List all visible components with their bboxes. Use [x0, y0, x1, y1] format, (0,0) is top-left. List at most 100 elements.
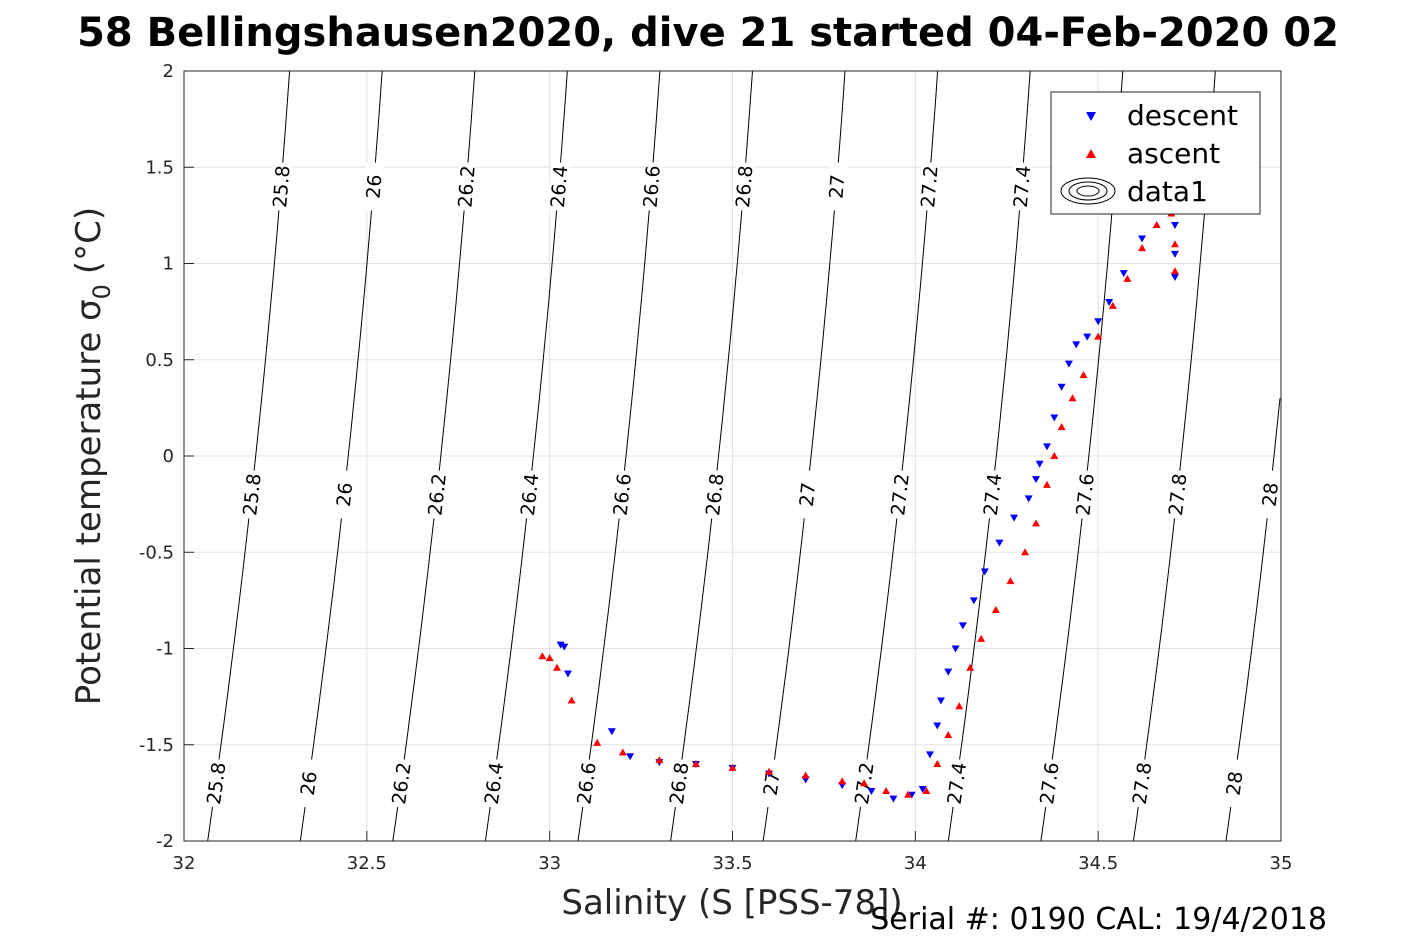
ascent-point	[1094, 332, 1103, 340]
contour-label-bg	[795, 469, 819, 520]
contour-label-bg	[1221, 758, 1247, 809]
ascent-point	[1152, 221, 1161, 228]
descent-point	[1138, 235, 1147, 243]
legend-descent-label: descent	[1127, 99, 1238, 132]
contour-label-bg	[1129, 758, 1154, 809]
contour-label-bg	[239, 469, 264, 520]
x-tick-label: 33	[538, 853, 561, 874]
descent-point	[1010, 514, 1019, 522]
descent-point	[563, 670, 572, 678]
ascent-point	[1006, 577, 1015, 585]
ascent-point	[1050, 452, 1059, 459]
y-tick-label: -1.5	[139, 735, 174, 756]
contour-label: 26.6	[640, 165, 665, 209]
density-contours: 25.825.825.826262626.226.226.226.426.426…	[203, 70, 1284, 842]
descent-point	[1083, 333, 1092, 341]
ascent-point	[1068, 394, 1077, 402]
ascent-point	[567, 696, 576, 704]
descent-point	[1050, 414, 1059, 422]
ascent-point	[691, 760, 700, 767]
descent-point	[936, 697, 945, 705]
y-tick-label: -1	[156, 639, 174, 660]
contour-label-bg	[732, 161, 755, 212]
ascent-point	[1021, 548, 1030, 556]
y-tick-label: 1.5	[145, 157, 174, 178]
contour-label: 27.2	[917, 165, 942, 209]
descent-point	[626, 753, 635, 761]
ascent-point	[922, 786, 931, 794]
descent-point	[1170, 222, 1179, 229]
ascent-point	[1057, 423, 1066, 431]
contour-label: 26.8	[702, 472, 728, 516]
ascent-point	[618, 748, 627, 756]
y-tick-label: 0.5	[145, 350, 174, 371]
contour-label: 25.8	[239, 472, 265, 516]
descent-point	[918, 786, 927, 794]
y-axis-label-unit: (°C)	[69, 207, 109, 274]
descent-point	[1094, 318, 1103, 326]
contour-label: 27.4	[980, 472, 1006, 516]
contour-label: 28	[1259, 481, 1284, 507]
x-tick-label: 34	[904, 853, 927, 874]
contour-label-bg	[610, 469, 634, 520]
descent-point	[980, 568, 989, 576]
contour-label-bg	[547, 161, 570, 212]
ascent-point	[1123, 274, 1132, 282]
x-axis-label: Salinity (S [PSS-78])	[561, 883, 902, 923]
data-points	[538, 206, 1179, 803]
contour-label: 26	[297, 770, 322, 797]
x-tick-label: 33.5	[712, 853, 752, 874]
descent-point	[889, 795, 898, 803]
ascent-point	[1079, 371, 1088, 379]
ascent-point	[655, 756, 664, 764]
descent-point	[951, 645, 960, 653]
contour-label-bg	[1258, 469, 1282, 520]
descent-point	[1032, 476, 1041, 484]
descent-point	[1057, 383, 1066, 391]
contour-label: 26.2	[424, 472, 450, 516]
contour-label-bg	[388, 758, 414, 809]
contour-label-bg	[944, 758, 969, 809]
ascent-point	[882, 786, 891, 794]
contour-label-bg	[1010, 161, 1033, 212]
ascent-point	[933, 760, 942, 767]
descent-point	[1064, 360, 1073, 368]
descent-point	[607, 728, 616, 736]
descent-point	[1035, 460, 1044, 468]
contour-label: 28	[1223, 770, 1248, 797]
descent-point	[1105, 299, 1114, 306]
descent-point	[867, 787, 876, 795]
descent-point	[969, 597, 978, 605]
contour-label-bg	[269, 161, 292, 212]
descent-point	[1072, 341, 1081, 349]
contour-label: 27	[796, 481, 821, 507]
x-axis-ticks: 32 32.5 33 33.5 34 34.5 35	[173, 831, 1292, 874]
ascent-point	[1032, 519, 1041, 527]
contour-label-bg	[666, 758, 691, 809]
contour-label-bg	[517, 469, 541, 520]
contour-label-bg	[332, 469, 356, 520]
y-axis-label-sub: 0	[88, 284, 116, 299]
contour-label-bg	[980, 469, 1004, 520]
serial-cal-footer: Serial #: 0190 CAL: 19/4/2018	[870, 902, 1327, 937]
y-tick-label: 0	[163, 446, 174, 467]
ascent-point	[593, 738, 602, 746]
contour-label-bg	[825, 161, 848, 212]
contour-label-bg	[918, 161, 940, 212]
contour-label: 27.8	[1165, 472, 1191, 516]
ascent-point	[904, 790, 913, 798]
y-axis-label-main: Potential temperature σ	[69, 299, 109, 705]
contour-label-bg	[481, 758, 506, 809]
contour-label: 26	[333, 481, 358, 507]
contour-label: 26	[363, 174, 387, 200]
contour-label-bg	[362, 161, 385, 212]
x-tick-label: 32	[173, 853, 196, 874]
ascent-point	[955, 702, 964, 710]
x-tick-label: 32.5	[347, 853, 387, 874]
contour-label: 27.6	[1072, 472, 1098, 516]
contour-label-bg	[203, 758, 228, 809]
ascent-point	[552, 663, 561, 671]
ascent-point	[991, 606, 1000, 613]
ascent-point	[545, 654, 554, 662]
